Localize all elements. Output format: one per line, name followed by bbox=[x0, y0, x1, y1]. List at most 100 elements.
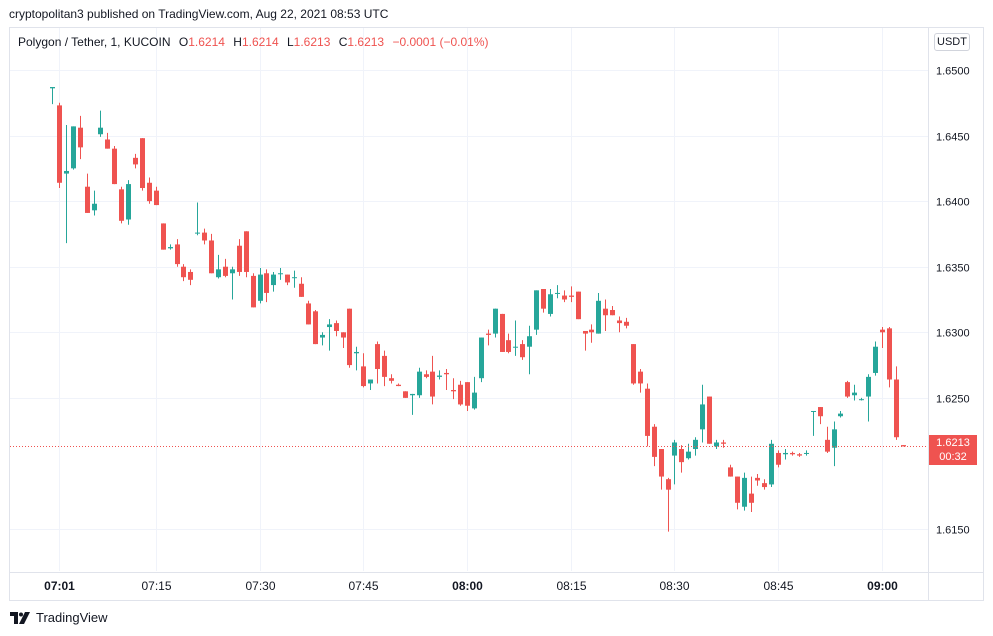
candle bbox=[71, 126, 76, 170]
legend-high: 1.6214 bbox=[241, 35, 279, 49]
candle-body bbox=[216, 269, 221, 278]
candle bbox=[147, 177, 152, 204]
candle-body bbox=[133, 157, 138, 165]
candle-body bbox=[887, 328, 892, 380]
currency-button[interactable]: USDT bbox=[934, 33, 970, 51]
candle-body bbox=[548, 294, 553, 314]
candle bbox=[57, 102, 62, 189]
candle-body bbox=[50, 87, 55, 89]
candle bbox=[258, 268, 263, 304]
candle-body bbox=[596, 300, 601, 334]
candle bbox=[292, 270, 297, 288]
candle-body bbox=[237, 245, 242, 272]
candle-body bbox=[603, 308, 608, 316]
candle-body bbox=[175, 244, 180, 265]
candle-body bbox=[98, 127, 103, 135]
price-tick-label: 1.6300 bbox=[936, 328, 970, 340]
candle-body bbox=[679, 449, 684, 463]
candle bbox=[278, 268, 283, 280]
candle-body bbox=[382, 355, 387, 377]
candle-body bbox=[672, 442, 677, 456]
candle-body bbox=[361, 366, 366, 387]
candle bbox=[776, 450, 781, 468]
candle bbox=[202, 228, 207, 245]
candle bbox=[811, 410, 816, 436]
tradingview-brand[interactable]: TradingView bbox=[10, 610, 108, 625]
candle-body bbox=[368, 379, 373, 384]
candle bbox=[458, 380, 463, 406]
candle bbox=[832, 421, 837, 467]
candle-body bbox=[534, 290, 539, 330]
legend-low: 1.6213 bbox=[293, 35, 331, 49]
candle bbox=[513, 320, 518, 356]
candle bbox=[154, 186, 159, 206]
candle bbox=[465, 382, 470, 411]
candle bbox=[341, 332, 346, 349]
candle bbox=[327, 319, 332, 351]
candle bbox=[181, 264, 186, 282]
time-tick-label: 07:30 bbox=[245, 579, 275, 593]
candle-body bbox=[389, 378, 394, 381]
time-axis: 07:01 07:15 07:30 07:45 08:00 08:15 08:30 08:45… bbox=[44, 579, 898, 593]
candle-body bbox=[479, 337, 484, 379]
candle bbox=[389, 374, 394, 384]
candle bbox=[520, 340, 525, 360]
candle-body bbox=[610, 309, 615, 316]
candle bbox=[216, 254, 221, 279]
time-tick-label: 07:15 bbox=[141, 579, 171, 593]
candle bbox=[50, 87, 55, 105]
candle bbox=[354, 346, 359, 371]
candle bbox=[424, 370, 429, 379]
candle bbox=[693, 437, 698, 456]
candle-body bbox=[78, 127, 83, 148]
last-price-tag: 1.6213 00:32 bbox=[929, 435, 977, 465]
candle-body bbox=[85, 186, 90, 213]
candle-body bbox=[410, 393, 415, 396]
candle-body bbox=[64, 170, 69, 174]
candle-body bbox=[804, 452, 809, 454]
candle bbox=[396, 383, 401, 387]
candle bbox=[251, 273, 256, 308]
candle-body bbox=[92, 203, 97, 211]
candle bbox=[112, 146, 117, 185]
candle-body bbox=[57, 105, 62, 183]
candle-body bbox=[105, 139, 110, 149]
candle bbox=[589, 324, 594, 343]
candle-body bbox=[541, 289, 546, 309]
candle-body bbox=[769, 443, 774, 485]
candle bbox=[506, 333, 511, 354]
candle-body bbox=[520, 344, 525, 358]
candle-body bbox=[589, 329, 594, 333]
candle-body bbox=[202, 232, 207, 241]
candle bbox=[880, 327, 885, 349]
chart-frame bbox=[9, 27, 984, 601]
candle-body bbox=[825, 439, 830, 452]
candle-body bbox=[728, 467, 733, 477]
candle-body bbox=[652, 426, 657, 457]
candle-body bbox=[251, 275, 256, 308]
candle-body bbox=[714, 442, 719, 447]
candle-body bbox=[493, 308, 498, 334]
candle-body bbox=[472, 392, 477, 409]
candle bbox=[672, 439, 677, 485]
candle bbox=[576, 291, 581, 320]
candle bbox=[742, 472, 747, 511]
candle bbox=[126, 180, 131, 225]
candle-body bbox=[424, 374, 429, 377]
candle-body bbox=[396, 384, 401, 387]
candle-body bbox=[901, 445, 906, 447]
time-tick-label: 07:45 bbox=[348, 579, 378, 593]
candle bbox=[728, 464, 733, 477]
candle bbox=[230, 266, 235, 300]
candle-body bbox=[707, 396, 712, 444]
candle bbox=[714, 439, 719, 450]
time-tick-label: 07:01 bbox=[44, 579, 75, 593]
legend-open: 1.6214 bbox=[188, 35, 225, 49]
candle-body bbox=[230, 269, 235, 274]
candle bbox=[472, 376, 477, 410]
candle bbox=[161, 223, 166, 250]
candle bbox=[541, 289, 546, 313]
candle bbox=[299, 277, 304, 297]
time-tick-label: 08:00 bbox=[452, 579, 483, 593]
